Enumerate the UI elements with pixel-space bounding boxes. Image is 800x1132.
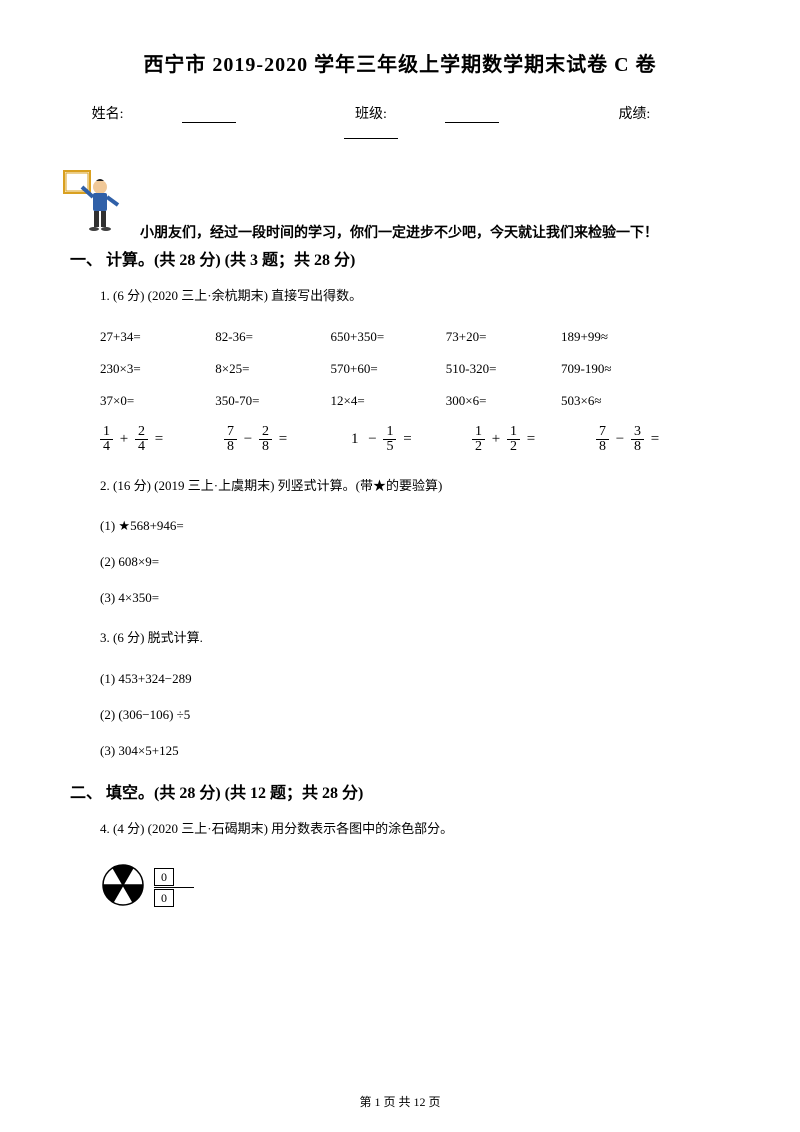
q3-item: (3) 304×5+125 [100,743,730,759]
q3-item: (1) 453+324−289 [100,671,730,687]
eq: 37×0= [100,393,212,409]
frac-item: 78 − 38 = [596,425,716,454]
fraction-line [154,887,194,888]
intro-row: 小朋友们，经过一段时间的学习，你们一定进步不少吧，今天就让我们来检验一下！ [70,167,730,242]
q4-stem: 4. (4 分) (2020 三上·石碣期末) 用分数表示各图中的涂色部分。 [100,817,730,842]
q1-stem: 1. (6 分) (2020 三上·余杭期末) 直接写出得数。 [100,284,730,309]
eq: 300×6= [446,393,558,409]
q2-item: (3) 4×350= [100,590,730,606]
eq: 709-190≈ [561,361,673,377]
q1-row-2: 37×0= 350-70= 12×4= 300×6= 503×6≈ [100,393,730,409]
intro-text: 小朋友们，经过一段时间的学习，你们一定进步不少吧，今天就让我们来检验一下！ [140,226,658,241]
score-blank[interactable] [344,124,398,139]
fraction-blank[interactable]: 0 0 [154,868,194,907]
q1-frac-row: 14 + 24 = 78 − 28 = 1 − 15 = 12 + 12 = 7… [100,425,730,454]
eq: 350-70= [215,393,327,409]
denominator-box[interactable]: 0 [154,889,174,907]
eq: 73+20= [446,329,558,345]
frac-item: 12 + 12 = [472,425,592,454]
cartoon-icon [60,167,130,242]
q1-row-1: 230×3= 8×25= 570+60= 510-320= 709-190≈ [100,361,730,377]
name-blank[interactable] [182,108,236,123]
eq: 12×4= [331,393,443,409]
frac-item: 14 + 24 = [100,425,220,454]
eq: 189+99≈ [561,329,673,345]
q3-item: (2) (306−106) ÷5 [100,707,730,723]
q3-stem: 3. (6 分) 脱式计算. [100,626,730,651]
q1-row-0: 27+34= 82-36= 650+350= 73+20= 189+99≈ [100,329,730,345]
class-blank[interactable] [445,108,499,123]
eq: 82-36= [215,329,327,345]
eq: 8×25= [215,361,327,377]
page-footer: 第 1 页 共 12 页 [0,1093,800,1110]
q2-item: (2) 608×9= [100,554,730,570]
q2-stem: 2. (16 分) (2019 三上·上虞期末) 列竖式计算。(带★的要验算) [100,474,730,499]
section-1-heading: 一、 计算。(共 28 分) (共 3 题；共 28 分) [70,246,730,270]
info-line: 姓名: 班级: 成绩: [70,103,730,139]
numerator-box[interactable]: 0 [154,868,174,886]
name-field: 姓名: [92,107,294,122]
frac-item: 1 − 15 = [348,425,468,454]
section-2-heading: 二、 填空。(共 28 分) (共 12 题；共 28 分) [70,779,730,803]
class-field: 班级: [355,107,557,122]
page-title: 西宁市 2019-2020 学年三年级上学期数学期末试卷 C 卷 [70,48,730,77]
eq: 650+350= [331,329,443,345]
eq: 503×6≈ [561,393,673,409]
pie-chart-icon [100,862,146,913]
eq: 27+34= [100,329,212,345]
eq: 510-320= [446,361,558,377]
eq: 570+60= [331,361,443,377]
frac-item: 78 − 28 = [224,425,344,454]
q4-figure: 0 0 [100,862,730,913]
eq: 230×3= [100,361,212,377]
exam-page: 西宁市 2019-2020 学年三年级上学期数学期末试卷 C 卷 姓名: 班级:… [0,0,800,1132]
q2-item: (1) ★568+946= [100,518,730,534]
